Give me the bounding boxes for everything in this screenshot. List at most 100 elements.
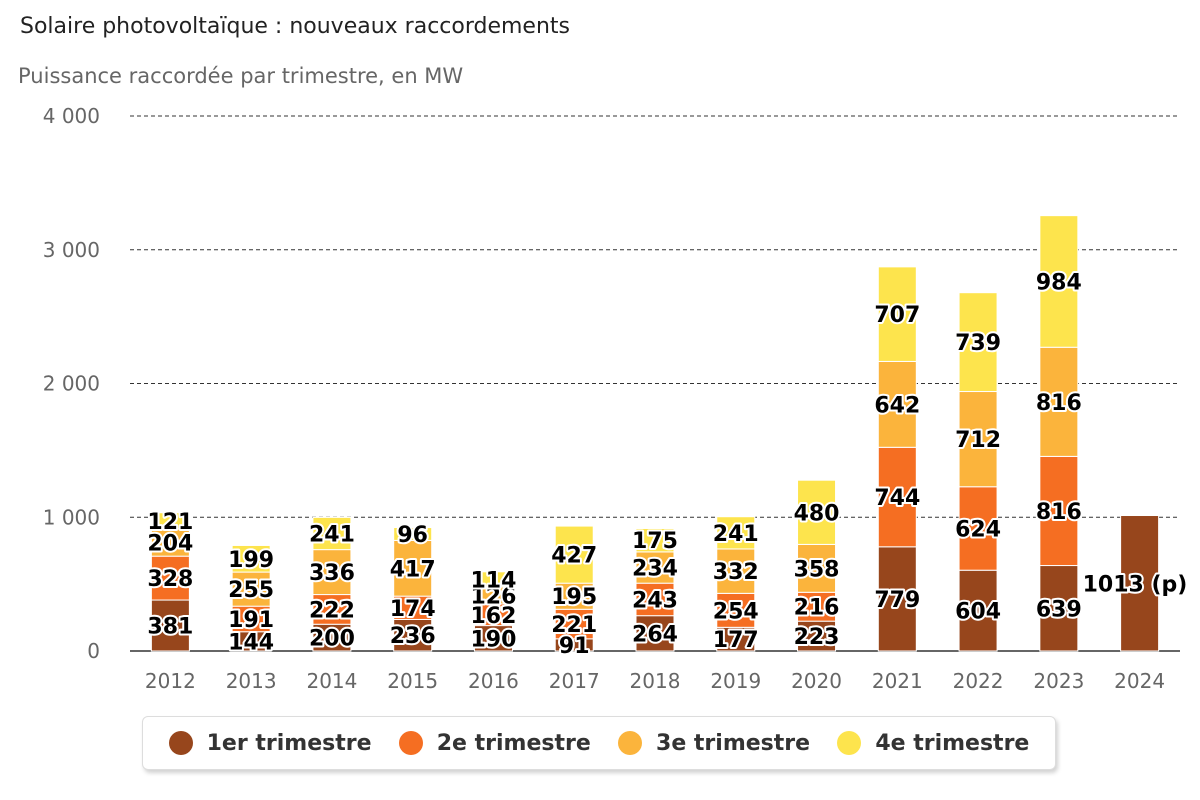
bar-segment[interactable] xyxy=(150,528,190,557)
x-tick-label: 2020 xyxy=(791,669,842,693)
bar-segment[interactable] xyxy=(958,569,998,652)
data-label: 222 xyxy=(309,598,355,623)
grid-lines xyxy=(130,115,1180,518)
bar-segment[interactable] xyxy=(231,605,271,633)
data-label: 984 xyxy=(1036,270,1082,295)
bar-segment[interactable] xyxy=(231,571,271,607)
bar-segment[interactable] xyxy=(150,555,190,601)
data-label: 624 xyxy=(955,517,1001,542)
y-tick-label: 4 000 xyxy=(43,104,100,128)
data-label: 236 xyxy=(390,624,436,649)
data-label: 190 xyxy=(470,627,516,652)
bar-segment[interactable] xyxy=(473,571,513,588)
bar-segment[interactable] xyxy=(554,582,594,610)
bar-segment[interactable] xyxy=(797,591,837,622)
data-label: 199 xyxy=(228,548,274,573)
x-tick-label: 2014 xyxy=(306,669,357,693)
bar-segment[interactable] xyxy=(958,292,998,393)
data-label: 264 xyxy=(632,622,678,647)
data-label: 221 xyxy=(551,613,597,638)
bar-segment[interactable] xyxy=(635,527,675,553)
y-tick-label: 1 000 xyxy=(43,505,100,529)
legend-marker-q3 xyxy=(618,731,643,755)
x-tick-label: 2012 xyxy=(145,669,196,693)
legend-label-q1: 1er trimestre xyxy=(206,730,372,756)
bar-segment[interactable] xyxy=(312,594,352,625)
bar-segment[interactable] xyxy=(393,527,433,541)
bar-segment[interactable] xyxy=(797,479,837,545)
data-label: 480 xyxy=(794,501,840,526)
data-label: 642 xyxy=(874,393,920,418)
bar-segment[interactable] xyxy=(1039,565,1079,652)
bar-segment[interactable] xyxy=(312,516,352,551)
bar-segment[interactable] xyxy=(958,391,998,488)
bar-segment[interactable] xyxy=(231,544,271,573)
data-label: 91 xyxy=(559,634,590,659)
y-axis: 0 1 000 2 000 3 000 4 000 xyxy=(43,104,100,663)
bar-segment[interactable] xyxy=(797,543,837,593)
data-label: 336 xyxy=(309,561,355,586)
data-label: 604 xyxy=(955,600,1001,625)
legend-marker-q2 xyxy=(398,731,423,755)
bar-segment[interactable] xyxy=(958,486,998,571)
data-label: 204 xyxy=(147,532,193,557)
x-axis: 2012 2013 2014 2015 2016 2017 2018 2019 2020 2021… xyxy=(130,650,1180,693)
bar-segment[interactable] xyxy=(473,625,513,652)
data-label: 121 xyxy=(147,510,193,535)
bar-segment[interactable] xyxy=(554,608,594,640)
x-tick-label: 2019 xyxy=(710,669,761,693)
legend-marker-q1 xyxy=(168,731,193,755)
data-label: 96 xyxy=(397,523,428,548)
data-label: 358 xyxy=(794,557,840,582)
bar-segment[interactable] xyxy=(1039,455,1079,567)
bar-segment[interactable] xyxy=(635,551,675,584)
legend-item-q1[interactable]: 1er trimestre xyxy=(168,730,372,756)
bar-segment[interactable] xyxy=(1039,346,1079,457)
x-tick-label: 2015 xyxy=(387,669,438,693)
bar-segment[interactable] xyxy=(716,592,756,628)
bar-segment[interactable] xyxy=(554,525,594,584)
bar-segment[interactable] xyxy=(877,360,917,448)
legend-label-q2: 2e trimestre xyxy=(436,730,591,756)
data-label: 174 xyxy=(390,597,436,622)
bar-segment[interactable] xyxy=(635,582,675,617)
y-tick-label: 2 000 xyxy=(43,372,100,396)
data-label: 381 xyxy=(147,615,193,640)
data-label: 241 xyxy=(309,523,355,548)
data-labels: 3813282041211441912551992002223362412361… xyxy=(145,268,1189,660)
bar-segment[interactable] xyxy=(1039,215,1079,348)
bar-segment[interactable] xyxy=(716,516,756,550)
bars xyxy=(150,215,1160,652)
x-tick-label: 2013 xyxy=(226,669,277,693)
bar-segment[interactable] xyxy=(150,512,190,530)
data-label: 779 xyxy=(874,588,920,613)
legend-item-q2[interactable]: 2e trimestre xyxy=(398,730,591,756)
x-tick-label: 2022 xyxy=(953,669,1004,693)
data-label: 200 xyxy=(309,627,355,652)
data-label: 126 xyxy=(470,584,516,609)
legend-item-q4[interactable]: 4e trimestre xyxy=(837,731,1029,756)
x-tick-label: 2024 xyxy=(1114,669,1165,693)
data-label: 195 xyxy=(551,585,597,610)
data-label: 712 xyxy=(955,428,1001,453)
bar-segment[interactable] xyxy=(877,266,917,362)
bar-segment[interactable] xyxy=(312,549,352,596)
data-label: 332 xyxy=(713,560,759,585)
data-label: 744 xyxy=(874,486,920,511)
bar-segment[interactable] xyxy=(1120,515,1160,652)
data-label: 739 xyxy=(955,331,1001,356)
legend-label-q3: 3e trimestre xyxy=(656,730,811,756)
legend-label-q4: 4e trimestre xyxy=(875,730,1030,756)
data-label: 243 xyxy=(632,588,678,613)
data-label: 144 xyxy=(228,630,274,655)
data-label: 177 xyxy=(713,628,759,653)
bar-segment[interactable] xyxy=(797,620,837,652)
data-label: 255 xyxy=(228,578,274,603)
bar-segment[interactable] xyxy=(877,446,917,548)
legend-item-q3[interactable]: 3e trimestre xyxy=(618,731,810,756)
bar-segment[interactable] xyxy=(150,599,190,652)
chart-title: Solaire photovoltaïque : nouveaux raccor… xyxy=(20,14,570,39)
data-label: 707 xyxy=(874,303,920,328)
bar-segment[interactable] xyxy=(393,539,433,597)
